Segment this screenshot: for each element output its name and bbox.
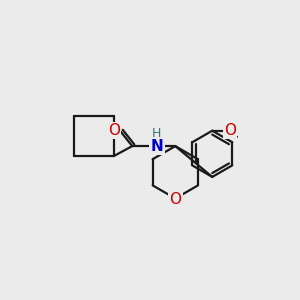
- Text: O: O: [109, 123, 121, 138]
- Text: H: H: [152, 127, 161, 140]
- Text: N: N: [151, 139, 163, 154]
- Text: O: O: [169, 192, 181, 207]
- Text: O: O: [224, 123, 236, 138]
